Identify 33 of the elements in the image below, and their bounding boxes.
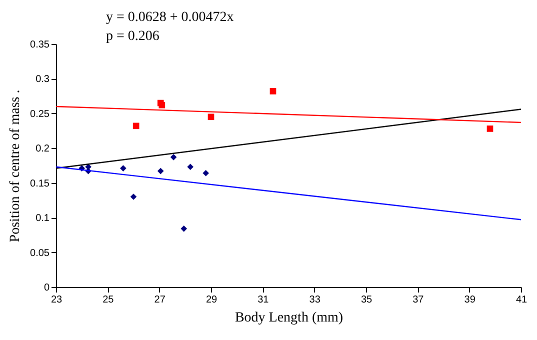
y-tick-label: 0.3 <box>36 74 50 86</box>
point <box>157 168 164 174</box>
x-tick-label: 29 <box>206 294 218 306</box>
y-tick-label: 0.05 <box>30 248 50 259</box>
text: p = 0.206 <box>106 29 160 44</box>
x-tick-label: 25 <box>102 294 114 306</box>
x-tick-label: 39 <box>464 294 476 306</box>
point <box>120 165 126 172</box>
point <box>187 164 194 170</box>
point <box>130 194 137 200</box>
x-tick-label: 31 <box>258 294 270 306</box>
point <box>132 122 140 130</box>
y-axis-title: Position of centre of mass . <box>8 90 24 242</box>
y-tick-label: 0 <box>44 282 50 294</box>
y-tick-label: 0.1 <box>36 213 50 224</box>
x-tick-label: 27 <box>154 294 166 306</box>
x-tick-label: 41 <box>516 294 528 306</box>
x-tick-label: 35 <box>360 294 372 306</box>
x-tick-label: 37 <box>412 294 424 306</box>
x-tick-label: 33 <box>309 294 321 306</box>
point <box>208 114 214 120</box>
y-tick-label: 0.25 <box>30 108 50 120</box>
y-tick-label: 0.2 <box>36 144 50 155</box>
x-axis-title: Body Length (mm) <box>234 310 344 326</box>
y-tick-label: 0.15 <box>30 178 50 190</box>
point <box>170 154 177 160</box>
text: y = 0.0628 + 0.00472x <box>106 10 234 25</box>
point <box>486 126 494 132</box>
y-tick-label: 0.35 <box>30 40 50 50</box>
point <box>202 170 209 176</box>
point <box>270 88 276 94</box>
x-tick-label: 23 <box>50 294 62 306</box>
point <box>180 226 188 232</box>
